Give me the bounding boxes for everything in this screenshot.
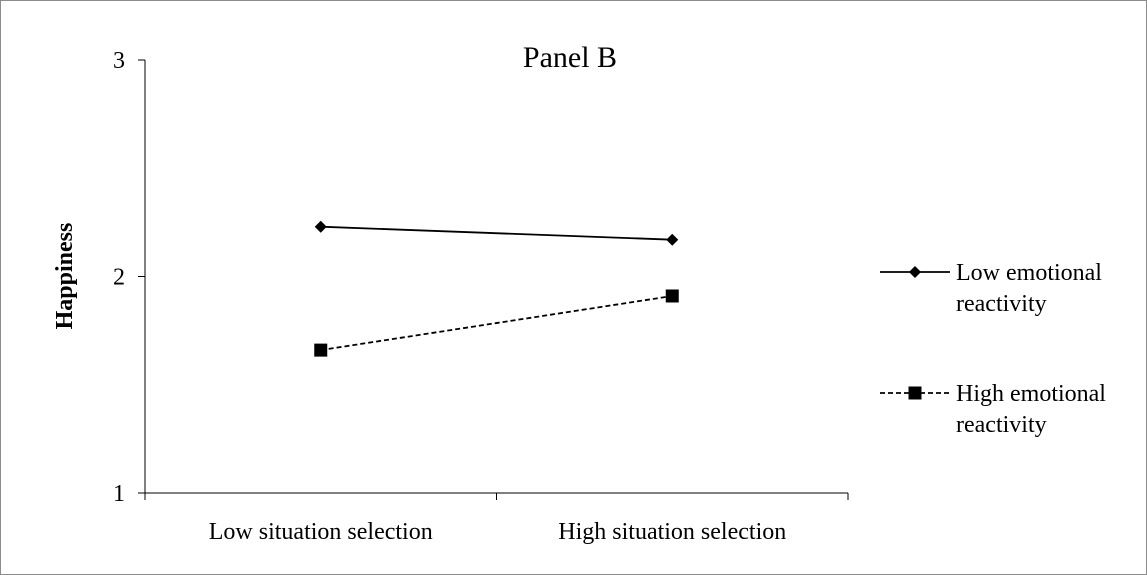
legend: Low emotional reactivity High emotional rea… bbox=[880, 260, 1106, 438]
x-tick-label: High situation selection bbox=[558, 519, 786, 545]
series-line bbox=[320, 225, 673, 241]
series-marks bbox=[314, 220, 679, 357]
axes: 1 2 3 Low situation selection High situation… bbox=[113, 48, 849, 545]
legend-label: reactivity bbox=[956, 291, 1047, 317]
data-point bbox=[665, 289, 679, 303]
legend-item-1: Low emotional reactivity bbox=[880, 260, 1102, 317]
y-axis-label: Happiness bbox=[52, 223, 78, 330]
series-line bbox=[320, 295, 673, 351]
legend-marker bbox=[908, 386, 922, 400]
data-point bbox=[666, 233, 679, 246]
y-tick-label: 3 bbox=[113, 48, 125, 74]
legend-label: reactivity bbox=[956, 412, 1047, 438]
data-point bbox=[314, 343, 328, 357]
legend-item-2: High emotional reactivity bbox=[880, 381, 1106, 438]
y-tick-label: 1 bbox=[113, 481, 125, 507]
legend-label: High emotional bbox=[956, 381, 1106, 407]
y-tick-label: 2 bbox=[113, 265, 125, 291]
legend-label: Low emotional bbox=[956, 260, 1102, 286]
x-tick-label: Low situation selection bbox=[209, 519, 433, 545]
chart-title: Panel B bbox=[523, 41, 617, 74]
series-1 bbox=[314, 220, 679, 246]
legend-marker bbox=[909, 266, 921, 278]
series-2 bbox=[314, 289, 679, 357]
data-point bbox=[314, 220, 327, 233]
